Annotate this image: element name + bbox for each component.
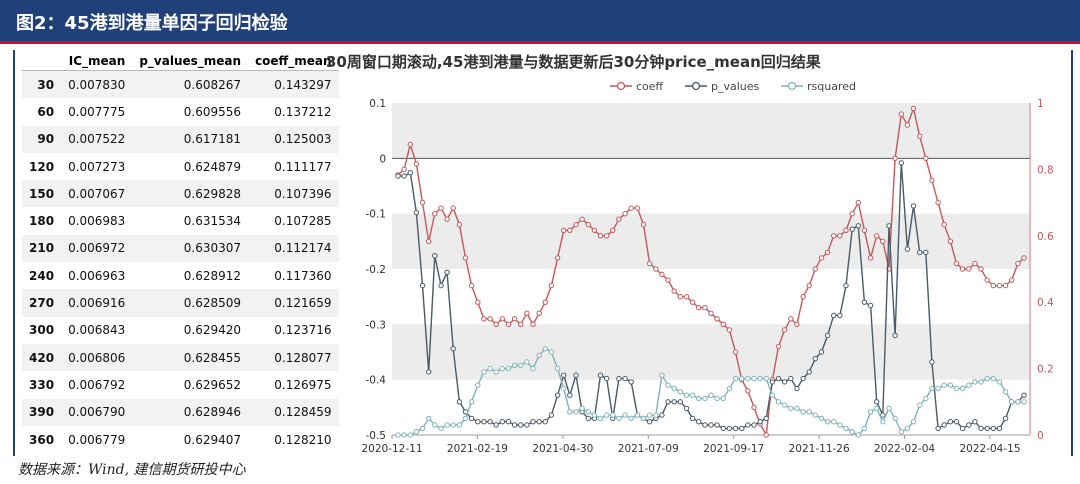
- table-cell: 0.628912: [183, 268, 242, 283]
- table-cell: 0.629407: [183, 432, 242, 447]
- table-row: 180 0.006983 0.631534 0.107285: [22, 207, 339, 234]
- table-cell: 0.630307: [132, 234, 249, 263]
- table-row: 120 0.007273 0.624879 0.111177: [22, 153, 339, 180]
- table-cell: 0.128077: [248, 343, 339, 372]
- figure-header: 图2：45港到港量单因子回归检验: [0, 0, 1080, 44]
- table-cell: 0.107285: [274, 214, 332, 229]
- table-cell: 0.007522: [61, 125, 133, 153]
- table-cell: 0.128210: [274, 432, 332, 447]
- table-row: 330 0.006792 0.629652 0.126975: [22, 371, 339, 398]
- column-header-p-values-mean: p_values_mean: [132, 51, 249, 71]
- table-cell: 0.143297: [248, 70, 339, 99]
- row-window-cell: 420: [22, 343, 62, 372]
- table-cell: 0.629652: [183, 377, 242, 392]
- table-cell: 0.617181: [132, 125, 249, 153]
- table-cell: 0.608267: [132, 70, 249, 99]
- table-cell: 0.628509: [132, 289, 249, 317]
- table-cell: 0.007273: [68, 159, 126, 174]
- data-source-note: 数据来源：Wind, 建信期货研投中心: [18, 462, 246, 478]
- table-cell: 0.006843: [68, 323, 126, 338]
- row-window-cell: 360: [29, 432, 55, 447]
- row-window-cell: 120: [29, 159, 55, 174]
- table-cell: 0.628455: [132, 343, 249, 372]
- table-cell: 0.629420: [183, 323, 242, 338]
- table-cell: 0.128459: [248, 398, 339, 426]
- table-row: 150 0.007067 0.629828 0.107396: [22, 180, 339, 208]
- table-cell: 0.007830: [61, 70, 133, 99]
- table-row: 390 0.006790 0.628946 0.128459: [22, 398, 339, 426]
- table-row: 30 0.007830 0.608267 0.143297: [22, 70, 339, 99]
- figure-frame: [13, 50, 1073, 456]
- row-window-cell: 300: [29, 323, 55, 338]
- table-cell: 0.117360: [274, 268, 332, 283]
- row-window-cell: 270: [22, 289, 62, 317]
- row-window-cell: 390: [22, 398, 62, 426]
- table-cell: 0.006806: [61, 343, 133, 372]
- table-cell: 0.121659: [248, 289, 339, 317]
- row-window-cell: 180: [29, 214, 55, 229]
- table-cell: 0.006963: [68, 268, 126, 283]
- table-row: 420 0.006806 0.628455 0.128077: [22, 343, 339, 372]
- row-window-cell: 150: [22, 180, 62, 208]
- table-cell: 0.006792: [68, 377, 126, 392]
- table-row: 270 0.006916 0.628509 0.121659: [22, 289, 339, 317]
- table-cell: 0.006983: [68, 214, 126, 229]
- column-header-window: [22, 51, 62, 71]
- table-cell: 0.006916: [61, 289, 133, 317]
- table-cell: 0.007775: [68, 104, 126, 119]
- row-window-cell: 240: [29, 268, 55, 283]
- table-cell: 0.629828: [132, 180, 249, 208]
- table-cell: 0.125003: [248, 125, 339, 153]
- table-cell: 0.006779: [68, 432, 126, 447]
- figure-title: 图2：45港到港量单因子回归检验: [16, 13, 288, 34]
- row-window-cell: 330: [29, 377, 55, 392]
- table-cell: 0.007067: [61, 180, 133, 208]
- chart-title: 30周窗口期滚动,45港到港量与数据更新后30分钟price_mean回归结果: [326, 53, 821, 71]
- table-cell: 0.631534: [183, 214, 242, 229]
- row-window-cell: 210: [22, 234, 62, 263]
- table-cell: 0.609556: [183, 104, 242, 119]
- row-window-cell: 90: [22, 125, 62, 153]
- row-window-cell: 30: [22, 70, 62, 99]
- table-row: 90 0.007522 0.617181 0.125003: [22, 125, 339, 153]
- table-cell: 0.628946: [132, 398, 249, 426]
- table-cell: 0.123716: [274, 323, 332, 338]
- table-cell: 0.006972: [61, 234, 133, 263]
- table-cell: 0.111177: [274, 159, 332, 174]
- column-header-ic-mean: IC_mean: [61, 51, 133, 71]
- table-header-row: IC_mean p_values_mean coeff_mean: [22, 51, 339, 71]
- table-row: 300 0.006843 0.629420 0.123716: [22, 317, 339, 344]
- table-cell: 0.107396: [248, 180, 339, 208]
- table-body: 30 0.007830 0.608267 0.143297 60 0.007775 0.60…: [22, 70, 339, 454]
- table-row: 360 0.006779 0.629407 0.128210: [22, 426, 339, 453]
- table-cell: 0.006790: [61, 398, 133, 426]
- table-cell: 0.112174: [248, 234, 339, 263]
- table-cell: 0.126975: [274, 377, 332, 392]
- column-header-coeff-mean: coeff_mean: [248, 51, 339, 71]
- regression-summary-table: IC_mean p_values_mean coeff_mean 30 0.00783…: [22, 51, 339, 453]
- table-cell: 0.137212: [274, 104, 332, 119]
- table-row: 210 0.006972 0.630307 0.112174: [22, 234, 339, 263]
- row-window-cell: 60: [37, 104, 55, 119]
- table-row: 240 0.006963 0.628912 0.117360: [22, 262, 339, 289]
- table-cell: 0.624879: [183, 159, 242, 174]
- table-row: 60 0.007775 0.609556 0.137212: [22, 98, 339, 125]
